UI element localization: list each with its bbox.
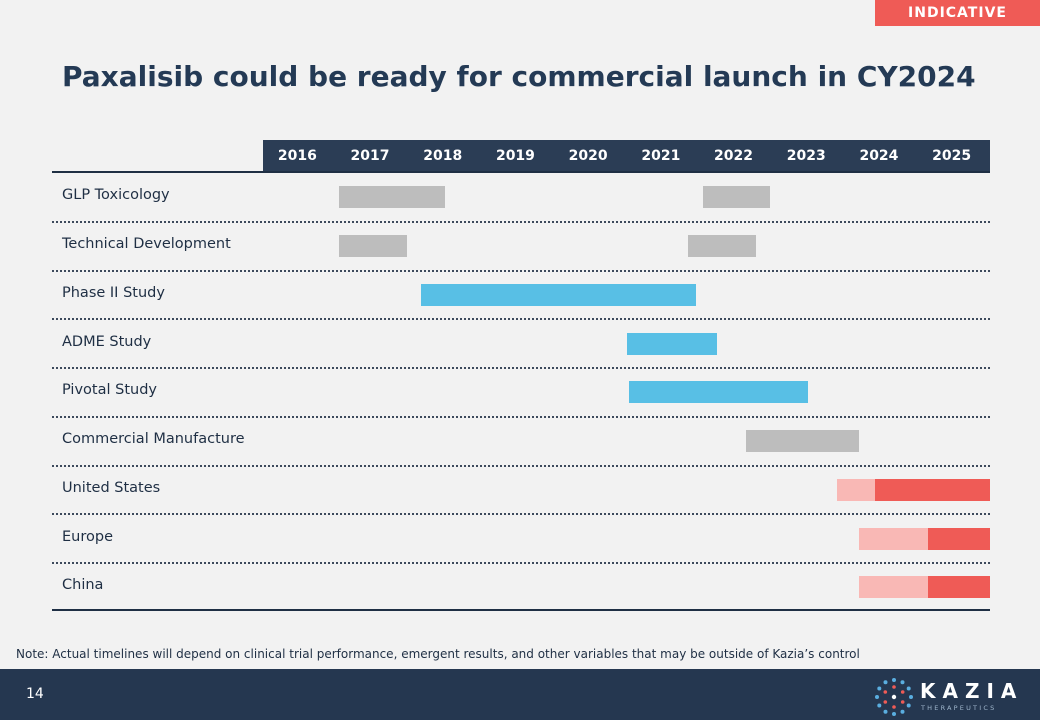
- row-divider: [52, 269, 990, 272]
- row-label: United States: [62, 479, 161, 496]
- footnote: Note: Actual timelines will depend on cl…: [16, 647, 860, 661]
- row-label: Europe: [62, 528, 113, 545]
- row-divider: [52, 367, 990, 369]
- footer-bar: 14: [0, 669, 1040, 720]
- row-divider: [52, 513, 990, 516]
- row-label: Technical Development: [62, 236, 231, 253]
- row-label: Commercial Manufacture: [62, 431, 245, 448]
- timeline-bar-launch: [928, 576, 990, 599]
- year-label-2020: 2020: [568, 148, 608, 164]
- row-divider: [52, 562, 990, 564]
- timeline-bar-launch-prep: [859, 576, 929, 599]
- year-label-2023: 2023: [786, 148, 826, 164]
- page-number: 14: [26, 686, 44, 702]
- row-divider: [52, 415, 990, 418]
- year-label-2018: 2018: [423, 148, 463, 164]
- timeline-bar-clinical: [628, 381, 809, 404]
- year-label-2016: 2016: [277, 148, 317, 164]
- timeline-bar-preclinical: [746, 430, 860, 453]
- timeline-bar-launch-prep: [859, 527, 929, 550]
- year-label-2017: 2017: [350, 148, 390, 164]
- row-divider: [52, 318, 990, 321]
- bottom-rule: [52, 609, 990, 611]
- timeline-bar-launch: [875, 478, 990, 501]
- row-divider: [52, 220, 990, 223]
- row-divider: [52, 464, 990, 467]
- timeline-bar-preclinical: [688, 235, 756, 258]
- timeline-bar-clinical: [421, 283, 696, 306]
- logo-tagline: THERAPEUTICS: [921, 704, 997, 712]
- timeline-bar-preclinical: [339, 235, 407, 258]
- year-label-2025: 2025: [932, 148, 972, 164]
- row-label: Phase II Study: [62, 284, 165, 301]
- dotted-circle-icon: [875, 678, 913, 716]
- row-label: China: [62, 577, 104, 594]
- timeline-bar-clinical: [626, 332, 718, 355]
- page-title: Paxalisib could be ready for commercial …: [62, 60, 976, 93]
- row-label: GLP Toxicology: [62, 187, 170, 204]
- timeline-bar-launch: [928, 527, 990, 550]
- timeline-bar-preclinical: [702, 186, 771, 209]
- year-label-2021: 2021: [641, 148, 681, 164]
- timeline-bar-launch-prep: [837, 478, 876, 501]
- row-label: Pivotal Study: [62, 382, 157, 399]
- logo-wordmark: KAZIA: [920, 679, 1024, 703]
- year-header: 2016 2017 2018 2019 2020 2021 2022 2023 2024 2025: [263, 140, 990, 172]
- header-underline: [52, 171, 990, 173]
- timeline-bar-preclinical: [339, 186, 445, 209]
- year-label-2024: 2024: [859, 148, 899, 164]
- indicative-badge: INDICATIVE: [875, 0, 1040, 26]
- year-label-2022: 2022: [714, 148, 754, 164]
- row-label: ADME Study: [62, 333, 152, 350]
- company-logo: KAZIA THERAPEUTICS: [874, 677, 1024, 717]
- year-label-2019: 2019: [495, 148, 535, 164]
